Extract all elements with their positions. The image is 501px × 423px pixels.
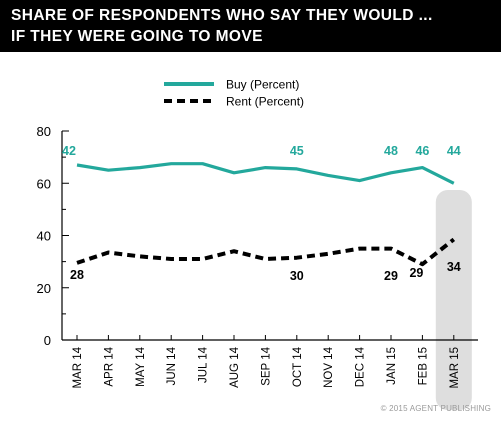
copyright-text: © 2015 AGENT PUBLISHING — [380, 404, 491, 413]
y-tick-label: 40 — [37, 229, 51, 244]
x-tick-label: NOV 14 — [323, 346, 335, 388]
data-label-buy: 45 — [290, 144, 304, 158]
data-label-buy: 42 — [62, 144, 76, 158]
x-tick-label: SEP 14 — [260, 346, 272, 385]
x-tick-label: JUN 14 — [166, 346, 178, 385]
data-label-rent: 29 — [384, 269, 398, 283]
x-tick-label: JAN 15 — [386, 347, 398, 385]
chart-title-line-2: IF THEY WERE GOING TO MOVE — [11, 28, 263, 45]
data-label-buy: 48 — [384, 144, 398, 158]
x-tick-label: MAY 14 — [135, 346, 147, 386]
title-bar: SHARE OF RESPONDENTS WHO SAY THEY WOULD … — [0, 0, 501, 52]
chart-title-line-1: SHARE OF RESPONDENTS WHO SAY THEY WOULD … — [11, 7, 433, 24]
data-label-buy: 46 — [415, 144, 429, 158]
x-tick-label: AUG 14 — [229, 346, 241, 388]
series-line-rent — [76, 237, 456, 267]
data-label-buy: 44 — [447, 144, 461, 158]
legend-label-buy: Buy (Percent) — [226, 78, 299, 92]
x-tick-label: FEB 15 — [417, 347, 429, 385]
data-label-rent: 28 — [70, 268, 84, 282]
series-line-buy — [76, 162, 455, 185]
x-tick-label: DEC 14 — [355, 346, 367, 387]
data-label-rent: 34 — [447, 260, 461, 274]
data-label-rent: 30 — [290, 269, 304, 283]
legend-label-rent: Rent (Percent) — [226, 95, 304, 109]
y-tick-label: 80 — [37, 124, 51, 139]
x-tick-label: JUL 14 — [198, 346, 210, 383]
data-label-rent: 29 — [409, 266, 423, 280]
y-tick-label: 20 — [37, 281, 51, 296]
x-tick-label: APR 14 — [103, 346, 115, 386]
y-tick-label: 60 — [37, 176, 51, 191]
y-tick-label: 0 — [44, 333, 51, 348]
x-tick-label: OCT 14 — [292, 346, 304, 387]
x-tick-label: MAR 15 — [449, 347, 461, 389]
x-tick-label: MAR 14 — [72, 346, 84, 388]
